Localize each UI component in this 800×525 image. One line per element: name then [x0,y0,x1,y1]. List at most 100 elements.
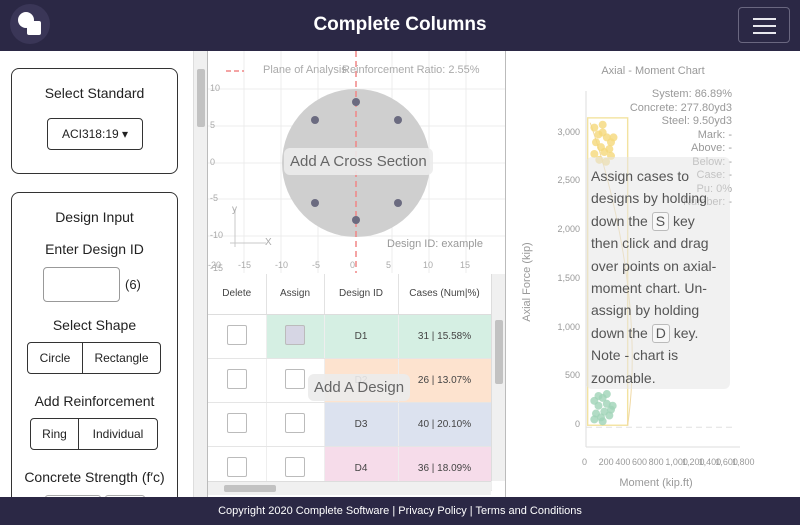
reinforcement-button-group: Ring Individual [30,418,158,450]
x-tick-label: -10 [275,260,289,270]
help-text: Assign cases to designs by holding down … [591,168,707,229]
shape-label: Select Shape [52,317,137,333]
chart-point[interactable] [592,138,600,147]
table-header-cases[interactable]: Cases (Num|%) [398,274,492,315]
standard-dropdown[interactable]: ACI318:19 ▾ [47,118,143,150]
delete-checkbox[interactable] [226,412,247,433]
chart-point[interactable] [602,390,611,399]
chart-title: Axial - Moment Chart [601,65,705,77]
divider [207,51,208,497]
chart-point[interactable] [609,133,618,142]
rebar-dot [352,98,360,106]
cases-cell: 40 | 20.10% [398,402,492,447]
x-tick-label: 10 [423,260,434,270]
chart-x-tick: 1,600 [715,457,738,467]
chart-x-tick: 0 [582,457,588,467]
y-axis-label: y [232,204,237,215]
chart-y-tick: 3,000 [557,126,580,137]
rebar-dot [311,116,319,124]
chart-y-tick: 2,000 [557,224,580,235]
chart-x-tick: 1,200 [682,457,705,467]
concrete-unit-select[interactable] [105,495,145,497]
design-input-card: Design Input Enter Design ID (6) Select … [11,192,178,497]
y-tick-label: 0 [210,157,216,167]
y-tick-label: -10 [210,230,224,240]
cases-cell: 31 | 15.58% [398,314,492,359]
cross-section-panel[interactable]: Plane of Analysis Reinforcement Ratio: 2… [208,51,505,273]
logo-icon[interactable] [10,4,50,44]
delete-cell [208,402,267,447]
assign-checkbox[interactable] [285,412,305,433]
design-id-caption: Design ID: example [387,238,483,250]
chart-x-tick: 600 [632,457,648,467]
assign-checkbox[interactable] [285,456,305,477]
delete-cell [208,314,267,359]
chart-point[interactable] [598,120,607,129]
x-tick-label: -15 [238,260,252,270]
footer: Copyright 2020 Complete Software | Priva… [0,497,800,525]
chart-y-tick: 500 [564,370,580,381]
chart-x-tick: 1,000 [665,457,688,467]
ring-button[interactable]: Ring [31,419,79,449]
rectangle-button[interactable]: Rectangle [94,351,149,365]
table-header-design-id[interactable]: Design ID [324,274,399,315]
assign-checkbox[interactable] [285,324,305,345]
chart-legend-item: Above: - [691,142,732,154]
concrete-strength-input[interactable] [45,495,101,497]
delete-checkbox[interactable] [226,324,247,345]
assign-checkbox[interactable] [285,368,305,389]
table-row[interactable]: D3 40 | 20.10% [208,402,492,447]
circle-button[interactable]: Circle [28,343,83,373]
table-row[interactable]: D1 31 | 15.58% [208,314,492,359]
delete-checkbox[interactable] [226,456,247,477]
chart-y-tick: 2,500 [557,175,580,186]
reinforcement-ratio: Reinforcement Ratio: 2.55% [342,64,480,76]
assign-help-tooltip: Assign cases to designs by holding down … [586,157,730,389]
design-id-input[interactable] [43,267,120,302]
rebar-dot [394,116,402,124]
axial-moment-chart-panel[interactable]: Axial - Moment Chart Axial Force (kip) M… [506,51,800,497]
chart-legend-item: System: 86.89% [651,88,732,100]
delete-checkbox[interactable] [226,368,247,389]
y-tick-label: 5 [210,120,216,130]
add-cross-section-button[interactable]: Add A Cross Section [284,148,433,175]
chart-point[interactable] [594,391,603,400]
chart-point[interactable] [608,401,617,410]
table-horizontal-scrollbar[interactable] [208,481,491,495]
chart-y-tick: 1,000 [557,321,580,332]
left-panel-scrollbar[interactable] [193,51,207,497]
x-tick-label: 5 [386,260,392,270]
help-text: key. Note - chart is zoomable. [591,324,699,386]
y-tick-label: -15 [210,263,224,273]
shape-button-group: Circle Rectangle [27,342,161,374]
chart-point[interactable] [598,417,607,426]
rebar-dot [311,199,319,207]
table-header-assign[interactable]: Assign [266,274,325,315]
individual-button[interactable]: Individual [92,427,144,441]
chart-point[interactable] [590,123,599,132]
x-tick-label: 15 [460,260,471,270]
hamburger-menu-button[interactable] [738,7,790,43]
chart-point[interactable] [605,145,614,154]
design-table-panel: Delete Assign Design ID Cases (Num|%) D1… [208,274,505,497]
design-id-cell: D3 [324,402,399,447]
app-header: Complete Columns [0,0,800,51]
chart-point[interactable] [590,415,599,424]
plane-legend-label: Plane of Analysis [263,64,347,76]
design-id-label: Enter Design ID [45,241,144,257]
chart-x-tick: 1,400 [698,457,722,467]
add-design-button[interactable]: Add A Design [308,374,411,401]
left-panel: Select Standard ACI318:19 ▾ Design Input… [0,51,207,497]
table-header-delete[interactable]: Delete [208,274,267,315]
x-tick-label: 0 [350,260,356,270]
chart-legend-item: Steel: 9.50yd3 [661,115,732,127]
y-tick-label: -5 [210,193,219,203]
chart-y-label: Axial Force (kip) [521,242,533,322]
chart-x-label: Moment (kip.ft) [619,477,693,489]
y-tick-label: 10 [210,83,221,93]
chart-point[interactable] [590,149,599,158]
chart-point[interactable] [594,401,603,410]
design-input-title: Design Input [55,209,134,225]
chart-point[interactable] [605,411,614,420]
table-scrollbar[interactable] [491,274,505,481]
